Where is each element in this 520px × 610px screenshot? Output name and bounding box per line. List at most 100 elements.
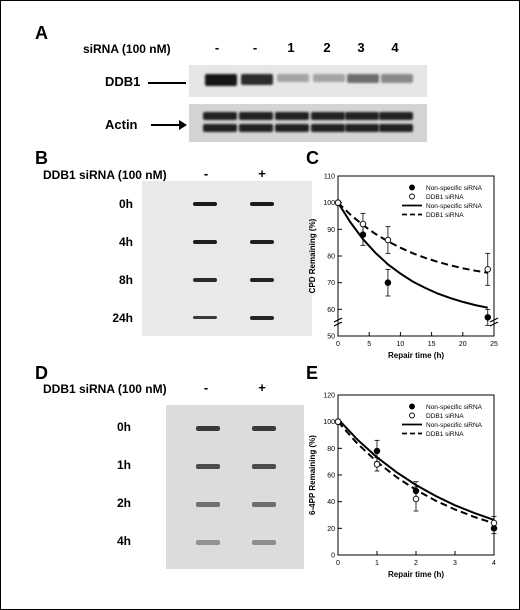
y-tick-label: 40 bbox=[327, 499, 335, 506]
ddb1-band bbox=[347, 74, 379, 84]
legend-marker bbox=[409, 184, 415, 191]
actin-band bbox=[203, 124, 237, 132]
slot-band bbox=[250, 316, 274, 320]
y-tick-label: 60 bbox=[327, 473, 335, 480]
legend-marker bbox=[409, 412, 415, 419]
x-tick-label: 0 bbox=[336, 560, 340, 567]
data-point bbox=[359, 220, 367, 228]
lane-label: - bbox=[203, 166, 209, 181]
y-tick-label: 100 bbox=[323, 200, 335, 207]
legend-marker bbox=[409, 193, 415, 200]
y-tick-label: 70 bbox=[327, 280, 335, 287]
cpd-slot-blot bbox=[142, 181, 312, 336]
panel-d-letter: D bbox=[35, 363, 48, 383]
ddb1-blot-label: DDB1 bbox=[105, 74, 141, 89]
panel-e-letter: E bbox=[306, 363, 319, 383]
lane-label: + bbox=[258, 166, 266, 181]
data-point bbox=[412, 495, 420, 503]
panel-a-header: siRNA (100 nM) bbox=[83, 42, 171, 56]
x-tick-label: 1 bbox=[375, 560, 379, 567]
ddb1-band bbox=[241, 74, 273, 86]
y-tick-label: 100 bbox=[323, 419, 335, 426]
y-tick-label: 120 bbox=[323, 393, 335, 400]
slot-band bbox=[250, 202, 274, 206]
legend-marker bbox=[409, 403, 415, 410]
x-tick-label: 10 bbox=[397, 341, 405, 348]
data-point bbox=[484, 314, 492, 321]
y-tick-label: 110 bbox=[324, 174, 335, 181]
y-tick-label: 20 bbox=[327, 526, 335, 533]
ddb1-pointer-line bbox=[148, 82, 186, 84]
y-axis-label: CPD Remaining (%) bbox=[308, 218, 317, 293]
actin-band bbox=[311, 124, 345, 132]
legend-label: DDB1 siRNA bbox=[426, 431, 464, 438]
ddb1-western-blot bbox=[189, 65, 427, 97]
lane-label: 1 bbox=[287, 40, 295, 55]
x-axis-label: Repair time (h) bbox=[388, 570, 444, 579]
time-label: 0h bbox=[118, 197, 133, 211]
panel-b-header: DDB1 siRNA (100 nM) bbox=[43, 168, 167, 182]
data-point bbox=[384, 279, 392, 286]
legend-label: Non-specific siRNA bbox=[426, 185, 483, 192]
time-label: 0h bbox=[116, 420, 131, 434]
data-point bbox=[384, 236, 392, 244]
panel-b-letter: B bbox=[35, 148, 48, 168]
x-tick-label: 25 bbox=[490, 341, 498, 348]
slot-band bbox=[252, 464, 276, 469]
plot-frame bbox=[337, 175, 495, 337]
slot-band bbox=[193, 240, 217, 244]
data-point bbox=[334, 199, 342, 206]
x-tick-label: 15 bbox=[428, 341, 436, 348]
y-tick-label: 80 bbox=[327, 446, 335, 453]
time-label: 8h bbox=[118, 273, 133, 287]
6-4pp-slot-blot bbox=[166, 405, 304, 569]
panel-c-letter: C bbox=[306, 148, 319, 168]
legend-label: Non-specific siRNA bbox=[426, 404, 483, 411]
y-axis-break-icon bbox=[333, 317, 343, 327]
ddb1-band bbox=[313, 74, 345, 82]
data-point bbox=[490, 519, 498, 527]
actin-band bbox=[345, 112, 379, 120]
actin-band bbox=[311, 112, 345, 120]
y-axis-break-icon bbox=[489, 317, 499, 327]
slot-band bbox=[250, 278, 274, 282]
lane-label: + bbox=[258, 380, 266, 395]
data-point bbox=[484, 266, 492, 273]
slot-band bbox=[196, 540, 220, 545]
lane-label: - bbox=[203, 380, 209, 395]
fit-line-solid bbox=[337, 202, 489, 309]
actin-band bbox=[239, 124, 273, 132]
data-point bbox=[373, 461, 381, 468]
panel-a-letter: A bbox=[35, 23, 48, 43]
y-tick-label: 50 bbox=[327, 334, 335, 341]
data-point bbox=[334, 418, 342, 425]
actin-band bbox=[379, 112, 413, 120]
time-label: 4h bbox=[116, 534, 131, 548]
actin-arrow-icon bbox=[151, 120, 187, 130]
x-tick-label: 0 bbox=[336, 341, 340, 348]
slot-band bbox=[252, 540, 276, 545]
legend-label: Non-specific siRNA bbox=[426, 203, 483, 210]
ddb1-band bbox=[381, 74, 413, 83]
lane-label: - bbox=[252, 40, 258, 55]
actin-western-blot bbox=[189, 104, 427, 142]
plot-frame bbox=[337, 394, 495, 556]
y-tick-label: 80 bbox=[327, 254, 335, 261]
actin-band bbox=[275, 124, 309, 132]
time-label: 24h bbox=[112, 311, 133, 325]
time-label: 1h bbox=[116, 458, 131, 472]
x-tick-label: 20 bbox=[459, 341, 467, 348]
slot-band bbox=[193, 316, 217, 319]
y-tick-label: 60 bbox=[327, 307, 335, 314]
ddb1-band bbox=[277, 74, 309, 82]
y-axis-label: 6-4PP Remaining (%) bbox=[308, 435, 317, 515]
actin-band bbox=[379, 124, 413, 132]
ddb1-band bbox=[205, 74, 237, 86]
slot-band bbox=[193, 278, 217, 282]
time-label: 2h bbox=[116, 496, 131, 510]
slot-band bbox=[252, 426, 276, 431]
slot-band bbox=[196, 464, 220, 469]
lane-label: 4 bbox=[391, 40, 399, 55]
y-tick-label: 0 bbox=[331, 553, 335, 560]
